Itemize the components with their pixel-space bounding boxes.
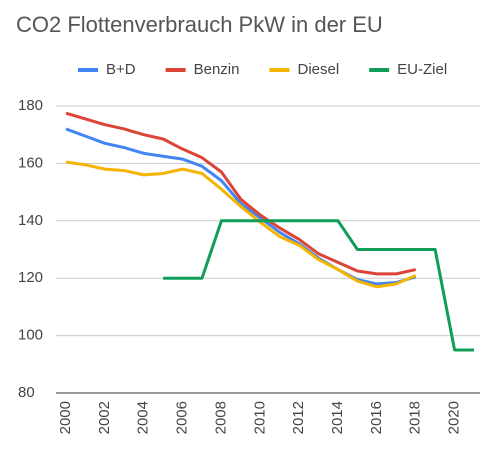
x-tick-label: 2010 (251, 401, 268, 434)
legend-label: Benzin (194, 61, 240, 78)
x-tick-label: 2002 (96, 401, 113, 434)
x-tick-label: 2016 (368, 401, 385, 434)
series-line (65, 111, 417, 276)
y-tick-label: 120 (18, 269, 43, 286)
y-tick-label: 80 (18, 384, 35, 401)
x-tick-label: 2000 (57, 401, 74, 434)
legend-label: Diesel (297, 61, 339, 78)
series-line (65, 160, 417, 289)
series-line (163, 219, 474, 352)
legend-label: B+D (106, 61, 136, 78)
y-tick-label: 180 (18, 97, 43, 114)
x-tick-label: 2004 (135, 401, 152, 434)
chart-title: CO2 Flottenverbrauch PkW in der EU (16, 12, 383, 37)
y-tick-label: 140 (18, 212, 43, 229)
x-tick-label: 2012 (290, 401, 307, 434)
y-tick-label: 100 (18, 327, 43, 344)
x-tick-label: 2006 (174, 401, 191, 434)
x-tick-label: 2018 (407, 401, 424, 434)
x-tick-label: 2014 (329, 401, 346, 434)
legend-label: EU-Ziel (397, 61, 447, 78)
y-tick-label: 160 (18, 154, 43, 171)
x-tick-label: 2008 (212, 401, 229, 434)
x-tick-label: 2020 (446, 401, 463, 434)
